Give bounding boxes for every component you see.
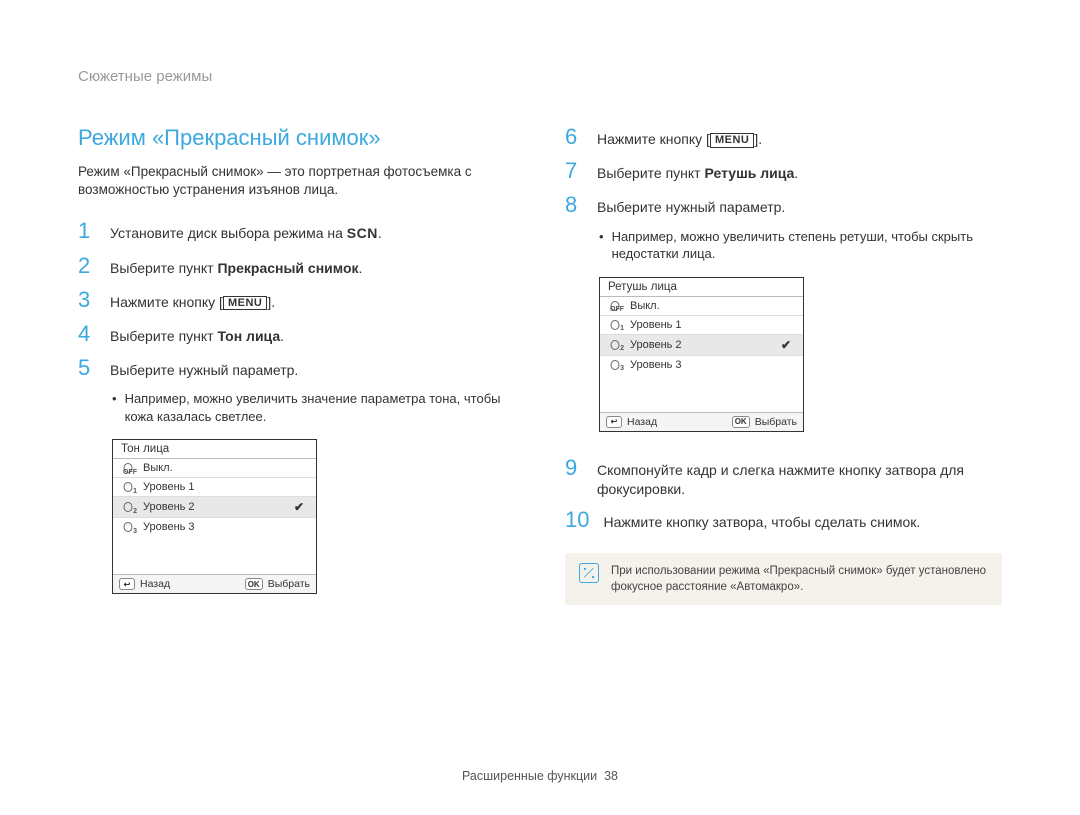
menu-screenshot-retouch: Ретушь лица OFF Выкл. 1 Уровень 1 2 Уровень 2… (599, 277, 804, 432)
step-3: 3 Нажмите кнопку [MENU]. (78, 288, 515, 312)
ok-key-icon: OK (245, 578, 263, 590)
back-button[interactable]: ↩ Назад (606, 416, 657, 428)
scn-icon: SCN (347, 225, 378, 241)
step-4: 4 Выберите пункт Тон лица. (78, 322, 515, 346)
left-column: Режим «Прекрасный снимок» Режим «Прекрас… (78, 125, 515, 605)
step-text: Выберите пункт Ретушь лица. (597, 164, 798, 183)
menu-item[interactable]: 2 Уровень 2 ✔ (113, 497, 316, 518)
ok-key-icon: OK (732, 416, 750, 428)
step-number: 6 (565, 125, 583, 149)
step-2: 2 Выберите пункт Прекрасный снимок. (78, 254, 515, 278)
step-1: 1 Установите диск выбора режима на SCN. (78, 219, 515, 243)
section-title: Режим «Прекрасный снимок» (78, 125, 515, 151)
face-level-icon: 2 (121, 502, 135, 513)
footer-section: Расширенные функции (462, 769, 597, 783)
menu-item[interactable]: 1 Уровень 1 (600, 316, 803, 335)
menu-item[interactable]: 3 Уровень 3 (113, 518, 316, 536)
menu-footer: ↩ Назад OK Выбрать (600, 412, 803, 431)
back-label: Назад (627, 416, 657, 428)
ok-label: Выбрать (755, 416, 797, 428)
step-number: 9 (565, 456, 583, 480)
step-7: 7 Выберите пункт Ретушь лица. (565, 159, 1002, 183)
face-level-icon: 3 (121, 522, 135, 533)
substep-text: Например, можно увеличить значение парам… (125, 390, 515, 425)
step-10: 10 Нажмите кнопку затвора, чтобы сделать… (565, 508, 1002, 532)
face-level-icon: 1 (121, 482, 135, 493)
step-number: 4 (78, 322, 96, 346)
menu-button-icon: MENU (223, 296, 267, 311)
step-text: Нажмите кнопку затвора, чтобы сделать сн… (603, 513, 920, 532)
step-number: 8 (565, 193, 583, 217)
ok-button[interactable]: OK Выбрать (732, 416, 797, 428)
back-button[interactable]: ↩ Назад (119, 578, 170, 590)
note-text: При использовании режима «Прекрасный сни… (611, 563, 988, 595)
note-box: При использовании режима «Прекрасный сни… (565, 553, 1002, 605)
menu-item[interactable]: 1 Уровень 1 (113, 478, 316, 497)
menu-item-label: Уровень 3 (630, 359, 795, 371)
substep-text: Например, можно увеличить степень ретуши… (612, 228, 1002, 263)
step-5: 5 Выберите нужный параметр. (78, 356, 515, 380)
ok-button[interactable]: OK Выбрать (245, 578, 310, 590)
menu-header: Тон лица (113, 440, 316, 459)
step-text: Выберите нужный параметр. (597, 198, 785, 217)
menu-item-label: Уровень 2 (143, 501, 286, 513)
menu-item-label: Уровень 2 (630, 339, 773, 351)
menu-header: Ретушь лица (600, 278, 803, 297)
step-text: Скомпонуйте кадр и слегка нажмите кнопку… (597, 461, 1002, 499)
right-column: 6 Нажмите кнопку [MENU]. 7 Выберите пунк… (565, 125, 1002, 605)
note-info-icon (579, 563, 599, 583)
ok-label: Выбрать (268, 578, 310, 590)
menu-button-icon: MENU (710, 133, 754, 148)
menu-item-label: Уровень 1 (630, 319, 795, 331)
menu-item-label: Уровень 3 (143, 521, 308, 533)
back-label: Назад (140, 578, 170, 590)
footer-page-number: 38 (604, 769, 618, 783)
menu-item[interactable]: 3 Уровень 3 (600, 356, 803, 374)
menu-footer: ↩ Назад OK Выбрать (113, 574, 316, 593)
step-number: 7 (565, 159, 583, 183)
menu-item-label: Уровень 1 (143, 481, 308, 493)
step-5-substep: • Например, можно увеличить значение пар… (112, 390, 515, 425)
face-level-icon: OFF (121, 463, 135, 474)
step-text: Выберите пункт Прекрасный снимок. (110, 259, 362, 278)
step-8-substep: • Например, можно увеличить степень рету… (599, 228, 1002, 263)
face-level-icon: 2 (608, 339, 622, 350)
bullet-icon: • (599, 228, 604, 263)
breadcrumb: Сюжетные режимы (78, 68, 1002, 85)
bullet-icon: • (112, 390, 117, 425)
face-level-icon: OFF (608, 300, 622, 311)
step-6: 6 Нажмите кнопку [MENU]. (565, 125, 1002, 149)
face-level-icon: 1 (608, 319, 622, 330)
step-number: 3 (78, 288, 96, 312)
menu-item-label: Выкл. (143, 462, 308, 474)
step-text: Выберите пункт Тон лица. (110, 327, 284, 346)
step-number: 10 (565, 508, 589, 532)
step-number: 1 (78, 219, 96, 243)
menu-item[interactable]: OFF Выкл. (113, 459, 316, 478)
menu-item[interactable]: 2 Уровень 2 ✔ (600, 335, 803, 356)
back-key-icon: ↩ (606, 416, 622, 428)
menu-item[interactable]: OFF Выкл. (600, 297, 803, 316)
step-number: 2 (78, 254, 96, 278)
step-text: Установите диск выбора режима на SCN. (110, 224, 382, 243)
step-9: 9 Скомпонуйте кадр и слегка нажмите кноп… (565, 456, 1002, 499)
menu-item-label: Выкл. (630, 300, 795, 312)
back-key-icon: ↩ (119, 578, 135, 590)
step-text: Нажмите кнопку [MENU]. (597, 130, 762, 149)
check-icon: ✔ (781, 338, 795, 352)
step-8: 8 Выберите нужный параметр. (565, 193, 1002, 217)
intro-text: Режим «Прекрасный снимок» — это портретн… (78, 163, 515, 199)
menu-screenshot-tone: Тон лица OFF Выкл. 1 Уровень 1 2 Уровень 2 ✔ 3У… (112, 439, 317, 594)
check-icon: ✔ (294, 500, 308, 514)
face-level-icon: 3 (608, 359, 622, 370)
step-number: 5 (78, 356, 96, 380)
step-text: Нажмите кнопку [MENU]. (110, 293, 275, 312)
page-footer: Расширенные функции 38 (0, 769, 1080, 783)
step-text: Выберите нужный параметр. (110, 361, 298, 380)
